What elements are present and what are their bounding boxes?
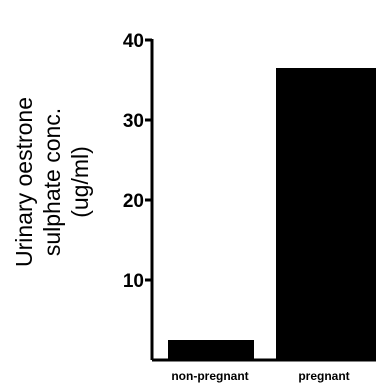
bars-group (168, 68, 376, 360)
y-ticks-group: 10 20 30 40 (123, 31, 152, 292)
y-axis-label-line-1: Urinary oestrone (11, 97, 37, 267)
x-category-label: non-pregnant (171, 369, 248, 383)
y-tick-label: 30 (123, 111, 144, 132)
y-tick-label: 20 (123, 191, 144, 212)
y-tick-label: 10 (123, 271, 144, 292)
bar-non-pregnant (168, 340, 254, 360)
y-tick-label: 40 (123, 31, 144, 52)
y-axis-label: Urinary oestrone sulphate conc. (ug/ml) (11, 97, 93, 267)
y-axis-label-line-3: (ug/ml) (67, 146, 93, 218)
y-axis-label-line-2: sulphate conc. (39, 108, 65, 256)
x-category-label: pregnant (298, 369, 349, 383)
bar-pregnant (276, 68, 376, 360)
x-categories-group: non-pregnant pregnant (171, 369, 349, 383)
